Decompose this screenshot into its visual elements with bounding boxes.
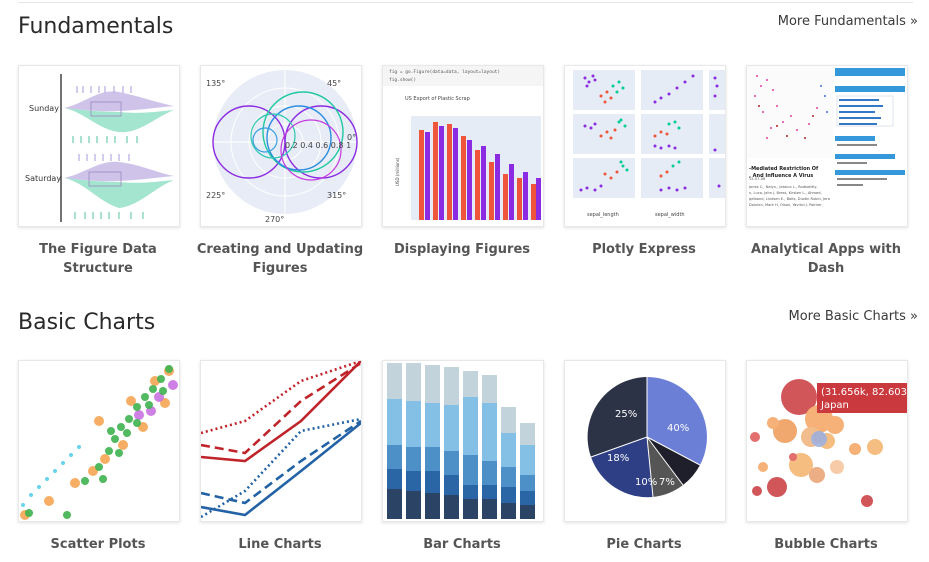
violin-plot-image: Sunday Saturday [25, 74, 174, 222]
polar-angle-270: 270° [265, 215, 284, 224]
pie-label-25: 25% [615, 409, 637, 420]
displaying-figures-thumbnail[interactable]: fig = go.Figure(data=data, layout=layout… [382, 65, 544, 227]
pie-label-7: 7% [659, 477, 675, 488]
scatter-matrix-image: sepal_length sepal_width [573, 70, 725, 218]
stacked-bar-image [387, 363, 535, 519]
dash-paper-authors-4: Doinlen, Mark H, Olson, Yavrtoi J. Paint… [749, 203, 823, 207]
card-bubble-charts[interactable]: (31.656k, 82.603) Japan Bubble Charts [746, 360, 908, 552]
card-analytical-apps-dash[interactable]: -Mediated Restriction Of , And Influence… [746, 65, 908, 276]
top-divider [18, 2, 913, 3]
bubble-tooltip-country: Japan [820, 400, 849, 411]
dash-paper-heading-2: , And Influence A Virus [749, 173, 813, 179]
pie-charts-thumbnail[interactable]: 25% 40% 18% 10% 7% [564, 360, 726, 522]
card-label[interactable]: Bar Charts [423, 537, 501, 552]
card-label[interactable]: Creating and Updating Figures [196, 242, 364, 276]
dash-paper-heading: -Mediated Restriction Of [749, 166, 819, 172]
dash-paper-date: 15-07-06 [749, 177, 766, 181]
violin-label-saturday: Saturday [25, 174, 61, 183]
card-label[interactable]: Analytical Apps with Dash [750, 242, 902, 276]
card-label[interactable]: Pie Charts [606, 537, 682, 552]
more-fundamentals-link[interactable]: More Fundamentals » [777, 14, 918, 29]
px-xlabel-1: sepal_length [587, 212, 619, 218]
analytical-apps-dash-thumbnail[interactable]: -Mediated Restriction Of , And Influence… [746, 65, 908, 227]
card-label[interactable]: Line Charts [238, 537, 322, 552]
chart-ylabel: USD (millions) [395, 157, 400, 186]
figure-data-structure-thumbnail[interactable]: Sunday Saturday [18, 65, 180, 227]
card-label[interactable]: The Figure Data Structure [39, 242, 157, 276]
card-pie-charts[interactable]: 25% 40% 18% 10% 7% Pie Charts [564, 360, 726, 552]
dash-paper-authors-2: n, Luca, Jahn J. Bress, Kirsten L., Ahme… [749, 191, 822, 195]
bar-group [419, 122, 541, 220]
bubble-tooltip-coords: (31.656k, 82.603) [821, 387, 907, 398]
section-title-fundamentals: Fundamentals [18, 14, 174, 39]
card-plotly-express[interactable]: sepal_length sepal_width Plotly Express [564, 65, 726, 257]
card-displaying-figures[interactable]: fig = go.Figure(data=data, layout=layout… [382, 65, 544, 257]
polar-angle-315: 315° [327, 191, 346, 200]
card-creating-updating-figures[interactable]: 135° 45° 0° 225° 315° 270° 0.2 0.4 0.6 0… [197, 65, 363, 276]
code-line-2: fig.show() [389, 77, 416, 83]
bar-charts-thumbnail[interactable] [382, 360, 544, 522]
plotly-express-thumbnail[interactable]: sepal_length sepal_width [564, 65, 726, 227]
polar-plot-image: 135° 45° 0° 225° 315° 270° 0.2 0.4 0.6 0… [206, 70, 358, 224]
card-scatter-plots[interactable]: Scatter Plots [18, 360, 180, 552]
card-bar-charts[interactable]: Bar Charts [382, 360, 544, 552]
code-line-1: fig = go.Figure(data=data, layout=layout… [389, 69, 500, 75]
polar-angle-225: 225° [206, 191, 225, 200]
dash-app-image: -Mediated Restriction Of , And Influence… [747, 66, 905, 226]
section-title-basic-charts: Basic Charts [18, 310, 156, 335]
px-xlabel-2: sepal_width [655, 212, 685, 218]
polar-angle-0: 0° [347, 133, 356, 142]
pie-label-10: 10% [635, 477, 657, 488]
line-chart-image [201, 361, 361, 519]
card-label[interactable]: Plotly Express [592, 242, 696, 257]
card-label[interactable]: Scatter Plots [50, 537, 146, 552]
card-figure-data-structure[interactable]: Sunday Saturday The Figure Data Structur… [18, 65, 180, 276]
card-line-charts[interactable]: Line Charts [200, 360, 362, 552]
violin-label-sunday: Sunday [29, 104, 59, 113]
bubble-chart-image: (31.656k, 82.603) Japan [750, 379, 907, 507]
pie-label-18: 18% [607, 453, 629, 464]
pie-chart-image: 25% 40% 18% 10% 7% [587, 377, 707, 498]
card-label[interactable]: Displaying Figures [394, 242, 530, 257]
dash-paper-authors-3: gelband, Lindsen E., Balts, Dustin Rubin… [749, 197, 830, 201]
polar-angle-45: 45° [327, 79, 341, 88]
displaying-figures-image: fig = go.Figure(data=data, layout=layout… [383, 66, 543, 220]
more-basic-charts-link[interactable]: More Basic Charts » [788, 309, 919, 324]
card-label[interactable]: Bubble Charts [774, 537, 878, 552]
pie-label-40: 40% [667, 423, 689, 434]
scatter-plots-thumbnail[interactable] [18, 360, 180, 522]
polar-radial-ticks: 0.2 0.4 0.6 0.8 1 [285, 141, 351, 150]
scatter-plot-image [20, 365, 178, 520]
chart-title: US Export of Plastic Scrap [405, 96, 470, 102]
polar-angle-135: 135° [206, 79, 225, 88]
dash-paper-authors-1: Jones C., Naiyn., Jessica L., Rodkotttiy… [748, 185, 818, 189]
creating-updating-figures-thumbnail[interactable]: 135° 45° 0° 225° 315° 270° 0.2 0.4 0.6 0… [200, 65, 362, 227]
line-charts-thumbnail[interactable] [200, 360, 362, 522]
bubble-charts-thumbnail[interactable]: (31.656k, 82.603) Japan [746, 360, 908, 522]
